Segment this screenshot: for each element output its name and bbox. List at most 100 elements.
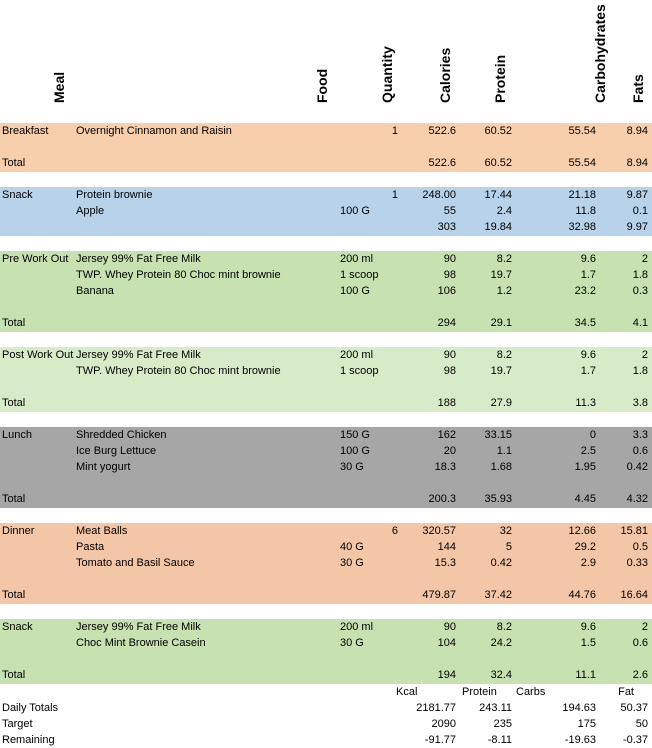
row-calories[interactable]: 20 [443,445,456,457]
row-quantity[interactable] [360,587,398,603]
row-unit[interactable]: 100 G [340,445,370,457]
row-protein[interactable]: 24.2 [490,637,512,649]
row-quantity[interactable] [360,315,398,331]
row-carbs[interactable]: 4.45 [574,493,596,505]
summary-label[interactable]: Remaining [2,734,55,746]
row-unit[interactable]: 30 G [340,557,364,569]
table-row[interactable]: Ice Burg Lettuce 100 G 20 1.1 2.5 0.6 [0,443,652,459]
row-calories[interactable]: 18.3 [434,461,456,473]
row-meal[interactable] [2,635,76,651]
row-carbs[interactable]: 44.76 [568,589,596,601]
row-protein[interactable]: 19.84 [484,221,512,233]
row-calories[interactable]: 200.3 [428,493,456,505]
row-food[interactable]: Tomato and Basil Sauce [76,557,195,569]
row-food[interactable]: Jersey 99% Fat Free Milk [76,349,201,361]
summary-calories[interactable]: 2181.77 [416,702,456,714]
row-unit[interactable]: 100 G [340,285,370,297]
table-row[interactable]: Total 194 32.4 11.1 2.6 [0,667,652,683]
row-fat[interactable]: 16.64 [620,589,648,601]
row-carbs[interactable]: 29.2 [574,541,596,553]
row-meal[interactable] [2,203,76,219]
table-row[interactable]: Mint yogurt 30 G 18.3 1.68 1.95 0.42 [0,459,652,475]
row-protein[interactable]: 35.93 [484,493,512,505]
row-quantity[interactable] [360,347,398,363]
summary-row[interactable]: Target 2090 235 175 50 [0,716,652,732]
row-fat[interactable]: 0.42 [626,461,648,473]
row-fat[interactable]: 8.94 [626,157,648,169]
row-calories[interactable]: 294 [437,317,456,329]
row-meal[interactable]: Total [2,669,26,681]
summary-label[interactable]: Daily Totals [2,702,59,714]
row-calories[interactable]: 106 [437,285,456,297]
row-fat[interactable]: 0.1 [632,205,648,217]
header-food[interactable]: Food [314,68,330,103]
table-row[interactable]: Choc Mint Brownie Casein 30 G 104 24.2 1.5 0.… [0,635,652,651]
row-food[interactable] [76,667,336,683]
summary-fat[interactable]: 50 [635,718,648,730]
row-meal[interactable]: Total [2,157,26,169]
row-protein[interactable]: 32 [499,525,512,537]
row-carbs[interactable]: 11.8 [575,205,596,217]
header-carbohydrates[interactable]: Carbohydrates [592,4,608,103]
row-unit[interactable]: 1 scoop [340,269,379,281]
row-food[interactable]: Banana [76,285,114,297]
row-food[interactable]: Jersey 99% Fat Free Milk [76,253,201,265]
row-fat[interactable]: 0.3 [632,285,648,297]
row-food[interactable] [76,395,336,411]
row-meal[interactable] [2,539,76,555]
row-fat[interactable]: 1.8 [632,269,648,281]
row-food[interactable]: Jersey 99% Fat Free Milk [76,621,201,633]
row-unit[interactable]: 100 G [340,205,370,217]
row-protein[interactable]: 5 [505,541,512,553]
row-protein[interactable]: 1.68 [490,461,512,473]
header-quantity[interactable]: Quantity [379,46,395,103]
row-carbs[interactable]: 11.3 [575,397,596,409]
row-carbs[interactable]: 2.5 [580,445,596,457]
row-fat[interactable]: 9.97 [626,221,648,233]
row-food[interactable]: Ice Burg Lettuce [76,445,157,457]
row-quantity[interactable] [360,667,398,683]
summary-fat[interactable]: -0.37 [622,734,648,746]
row-quantity[interactable] [360,395,398,411]
row-quantity[interactable] [360,619,398,635]
row-calories[interactable]: 248.00 [422,189,456,201]
header-fats[interactable]: Fats [630,74,646,103]
summary-protein[interactable]: 243.11 [479,702,512,714]
row-carbs[interactable]: 2.9 [580,557,596,569]
row-protein[interactable]: 32.4 [490,669,512,681]
row-food[interactable] [76,155,336,171]
row-unit[interactable]: 40 G [340,541,364,553]
table-row[interactable]: Banana 100 G 106 1.2 23.2 0.3 [0,283,652,299]
row-quantity[interactable] [360,283,398,299]
row-quantity[interactable]: 1 [391,189,398,201]
row-meal[interactable] [2,267,76,283]
summary-carbs[interactable]: 194.63 [562,702,596,714]
row-unit[interactable]: 1 scoop [340,365,379,377]
row-protein[interactable]: 60.52 [484,157,512,169]
row-quantity[interactable] [360,555,398,571]
row-quantity[interactable] [360,155,398,171]
header-protein[interactable]: Protein [492,54,508,103]
row-fat[interactable]: 0.5 [632,541,648,553]
row-fat[interactable]: 3.8 [632,397,648,409]
row-food[interactable]: Protein brownie [76,189,153,201]
row-carbs[interactable]: 12.66 [568,525,596,537]
row-protein[interactable]: 19.7 [490,365,512,377]
row-calories[interactable]: 98 [443,269,456,281]
summary-protein[interactable]: -8.11 [487,734,512,746]
summary-row[interactable]: Daily Totals 2181.77 243.11 194.63 50.37 [0,700,652,716]
row-food[interactable]: Meat Balls [76,525,128,537]
row-protein[interactable]: 1.1 [496,445,512,457]
row-calories[interactable]: 303 [437,221,456,233]
row-fat[interactable]: 4.32 [626,493,648,505]
row-fat[interactable]: 15.81 [620,525,648,537]
row-fat[interactable]: 2 [641,253,648,265]
row-quantity[interactable] [360,219,398,235]
row-protein[interactable]: 2.4 [496,205,512,217]
row-meal[interactable]: Total [2,493,26,505]
row-calories[interactable]: 479.87 [422,589,456,601]
table-row[interactable]: Pre Work Out Jersey 99% Fat Free Milk 200 … [0,251,652,267]
row-protein[interactable]: 60.52 [484,125,512,137]
row-calories[interactable]: 104 [437,637,456,649]
summary-fat[interactable]: 50.37 [620,702,648,714]
